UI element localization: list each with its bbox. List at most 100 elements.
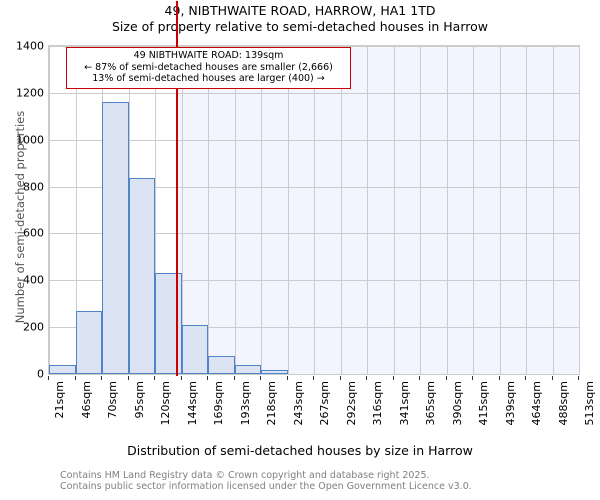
x-axis-tick (472, 376, 473, 380)
x-axis-tick (525, 376, 526, 380)
x-axis-tick-label: 95sqm (132, 381, 146, 419)
x-axis-tick-label: 390sqm (450, 381, 464, 426)
gridline-vertical (181, 46, 183, 374)
x-axis-tick (101, 376, 102, 380)
gridline-vertical (49, 46, 50, 374)
x-axis-tick (286, 376, 288, 380)
x-axis-tick-label: 21sqm (53, 381, 66, 419)
x-axis-tick-label: 513sqm (583, 381, 596, 426)
gridline-horizontal (49, 46, 579, 47)
x-axis-tick-label: 120sqm (159, 381, 172, 426)
gridline-vertical (446, 46, 448, 374)
gridline-vertical (75, 46, 77, 374)
x-axis-tick (48, 376, 49, 380)
y-axis-tick-label: 600 (23, 226, 44, 240)
x-axis-tick-label: 218sqm (265, 381, 278, 426)
gridline-horizontal (49, 186, 579, 188)
gridline-vertical (367, 46, 368, 374)
x-axis-tick-label: 341sqm (397, 381, 411, 426)
gridline-vertical (526, 46, 527, 374)
attribution-footer: Contains HM Land Registry data © Crown c… (60, 470, 580, 492)
page-title: 49, NIBTHWAITE ROAD, HARROW, HA1 1TD (164, 3, 436, 18)
y-axis-tick-label: 1000 (16, 133, 44, 147)
gridline-vertical (473, 46, 474, 374)
x-axis-tick (233, 376, 235, 380)
annotation-line-3: 13% of semi-detached houses are larger (… (92, 73, 325, 84)
gridline-vertical (552, 46, 554, 374)
property-size-marker-line (175, 1, 178, 376)
gridline-horizontal (49, 374, 579, 375)
x-axis-tick-label: 243sqm (291, 381, 305, 426)
y-axis-tick-label: 400 (23, 273, 44, 287)
annotation-line-1: 49 NIBTHWAITE ROAD: 139sqm (133, 50, 284, 61)
x-axis-tick (366, 376, 367, 380)
gridline-horizontal (49, 233, 579, 235)
annotation-line-2: ← 87% of semi-detached houses are smalle… (84, 61, 333, 73)
y-axis-tick-label: 1400 (16, 39, 44, 53)
x-axis-tick (180, 376, 182, 380)
gridline-vertical (393, 46, 395, 374)
y-axis-tick-label: 1200 (16, 86, 44, 100)
x-axis-tick-label: 464sqm (530, 381, 543, 426)
gridline-vertical (261, 46, 262, 374)
x-axis-tick (260, 376, 261, 380)
gridline-vertical (314, 46, 315, 374)
x-axis-tick (578, 376, 579, 380)
gridline-vertical (287, 46, 289, 374)
x-axis-tick-label: 439sqm (503, 381, 517, 426)
y-axis-tick-label: 800 (23, 180, 44, 194)
histogram-bar (234, 365, 261, 374)
x-axis-tick (445, 376, 447, 380)
gridline-vertical (234, 46, 236, 374)
footer-line-2: Contains public sector information licen… (60, 481, 472, 492)
x-axis-tick-label: 267sqm (318, 381, 331, 426)
gridline-vertical (155, 46, 156, 374)
histogram-bar (102, 102, 129, 374)
footer-line-1: Contains HM Land Registry data © Crown c… (60, 470, 430, 481)
gridline-horizontal (49, 92, 579, 94)
x-axis-tick (392, 376, 394, 380)
gridline-vertical (579, 46, 580, 374)
x-axis-tick-label: 488sqm (556, 381, 570, 426)
x-axis-tick (313, 376, 314, 380)
gridline-vertical (499, 46, 501, 374)
x-axis-tick (74, 376, 76, 380)
histogram-bar (128, 177, 155, 374)
gridline-horizontal (49, 139, 579, 141)
x-axis-tick-label: 70sqm (106, 381, 119, 419)
x-axis-tick (127, 376, 129, 380)
x-axis-tick (339, 376, 341, 380)
gridline-vertical (208, 46, 209, 374)
chart-subtitle: Size of property relative to semi-detach… (112, 19, 488, 34)
x-axis-tick-label: 316sqm (371, 381, 384, 426)
x-axis-tick-label: 144sqm (185, 381, 199, 426)
x-axis-tick (551, 376, 553, 380)
property-annotation-box: 49 NIBTHWAITE ROAD: 139sqm ← 87% of semi… (66, 47, 351, 89)
x-axis-tick-label: 46sqm (79, 381, 93, 419)
y-axis-tick-labels: 0 200 400 600 800 1000 1200 1400 (0, 0, 44, 500)
x-axis-title: Distribution of semi-detached houses by … (127, 443, 473, 458)
x-axis-tick-label: 415sqm (477, 381, 490, 426)
larger-properties-region (175, 46, 579, 374)
gridline-horizontal (49, 280, 579, 282)
x-axis-tick-label: 292sqm (344, 381, 358, 426)
histogram-bar (261, 369, 288, 374)
gridline-vertical (340, 46, 342, 374)
x-axis-tick (419, 376, 420, 380)
y-axis-tick-label: 0 (37, 367, 44, 381)
histogram-bar (49, 364, 76, 374)
y-axis-tick-label: 200 (23, 320, 44, 334)
plot-area (48, 1, 580, 376)
gridline-vertical (420, 46, 421, 374)
histogram-bar (181, 324, 208, 374)
histogram-bar (208, 356, 235, 374)
x-axis-tick (154, 376, 155, 380)
x-axis-tick-label: 169sqm (212, 381, 225, 426)
y-axis-title: Number of semi-detached properties (13, 110, 27, 324)
gridline-horizontal (49, 327, 579, 329)
x-axis-tick-label: 365sqm (424, 381, 437, 426)
x-axis-tick (207, 376, 208, 380)
histogram-bar (75, 311, 102, 374)
x-axis-tick (498, 376, 500, 380)
